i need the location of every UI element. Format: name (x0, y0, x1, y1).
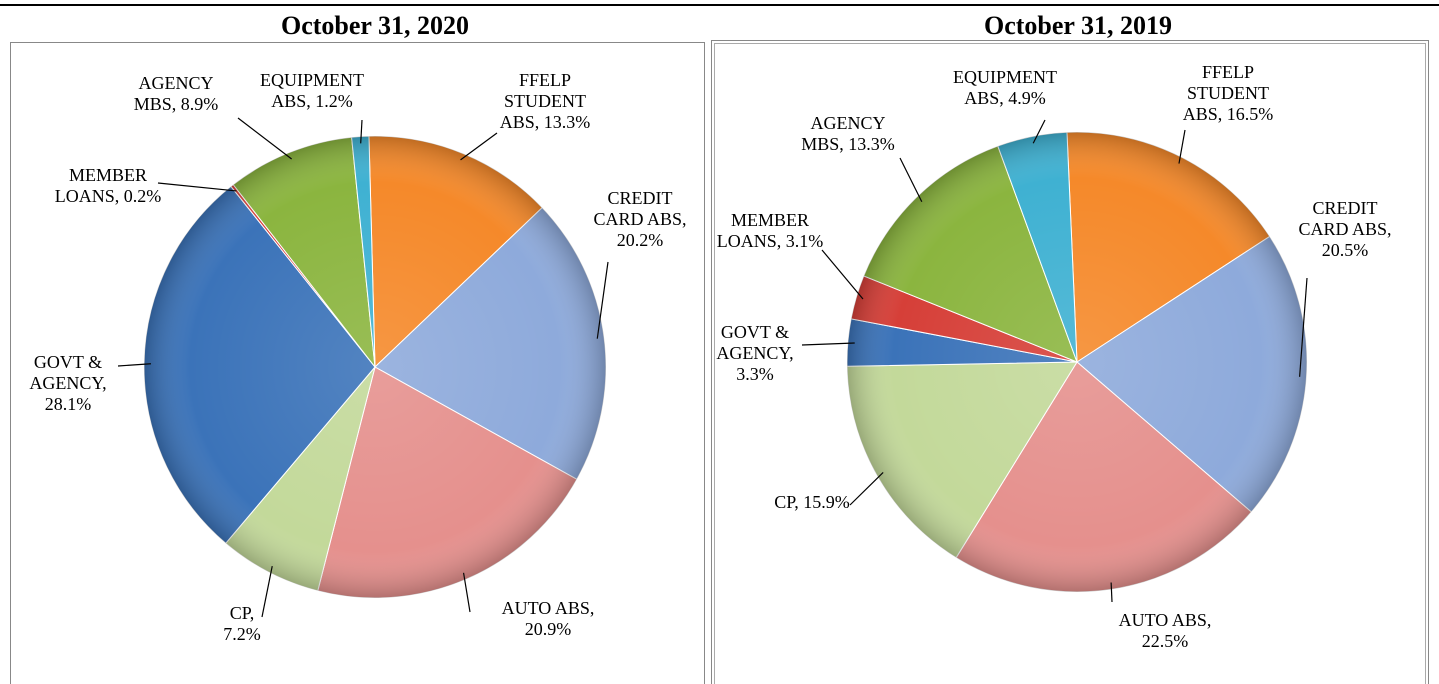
value-label: 0.2% (123, 186, 162, 206)
value-label: 16.5% (1226, 104, 1274, 124)
slice-label: CP15.9% (772, 492, 852, 513)
slice-label: GOVT & AGENCY3.3% (705, 322, 805, 385)
slice-label: AUTO ABS20.9% (483, 598, 613, 640)
chart-title: October 31, 2019 (984, 11, 1172, 40)
slice-label: AUTO ABS22.5% (1105, 610, 1225, 652)
value-label: 3.1% (785, 231, 824, 251)
slice-label: CP7.2% (212, 603, 272, 645)
leader-line (237, 117, 293, 160)
value-label: 20.2% (616, 230, 664, 250)
value-label: 13.3% (848, 134, 895, 154)
slice-label: MEMBER LOANS0.2% (53, 165, 163, 207)
slice-label: EQUIPMENT ABS1.2% (242, 70, 382, 112)
chart-frame (10, 42, 705, 684)
value-label: 22.5% (1141, 631, 1189, 651)
value-label: 20.5% (1321, 240, 1369, 260)
category-label: CREDIT CARD ABS (593, 188, 686, 229)
leader-line (899, 157, 923, 202)
category-label: CP (230, 603, 255, 623)
value-label: 7.2% (223, 624, 261, 644)
value-label: 4.9% (1008, 88, 1046, 108)
slice-label: EQUIPMENT ABS4.9% (935, 67, 1075, 109)
slice-label: GOVT & AGENCY28.1% (13, 352, 123, 415)
leader-line (460, 132, 498, 161)
category-label: AUTO ABS (1119, 610, 1212, 630)
slice-label: CREDIT CARD ABS20.2% (585, 188, 695, 251)
chart-title: October 31, 2020 (281, 11, 469, 40)
value-label: 1.2% (315, 91, 353, 111)
category-label: CP (774, 492, 803, 512)
category-label: CREDIT CARD ABS (1298, 198, 1391, 239)
leader-line (801, 342, 855, 346)
value-label: 8.9% (180, 94, 219, 114)
leader-line (821, 249, 864, 300)
slice-label: FFELP STUDENT ABS13.3% (485, 70, 605, 133)
value-label: 3.3% (736, 364, 774, 384)
value-label: 15.9% (803, 492, 850, 512)
category-label: AUTO ABS (502, 598, 595, 618)
leader-line (849, 472, 884, 506)
slice-label: AGENCY MBS13.3% (788, 113, 908, 155)
slice-label: CREDIT CARD ABS20.5% (1290, 198, 1400, 261)
chart-frame (711, 40, 1429, 684)
chart-frame (714, 43, 1426, 684)
slice-label: FFELP STUDENT ABS16.5% (1168, 62, 1288, 125)
slice-label: MEMBER LOANS3.1% (715, 210, 825, 252)
slice-label: AGENCY MBS8.9% (121, 73, 231, 115)
category-label: GOVT & AGENCY (29, 352, 106, 393)
value-label: 28.1% (44, 394, 92, 414)
leader-line (157, 182, 237, 192)
category-label: GOVT & AGENCY (716, 322, 793, 363)
value-label: 13.3% (543, 112, 591, 132)
value-label: 20.9% (524, 619, 572, 639)
